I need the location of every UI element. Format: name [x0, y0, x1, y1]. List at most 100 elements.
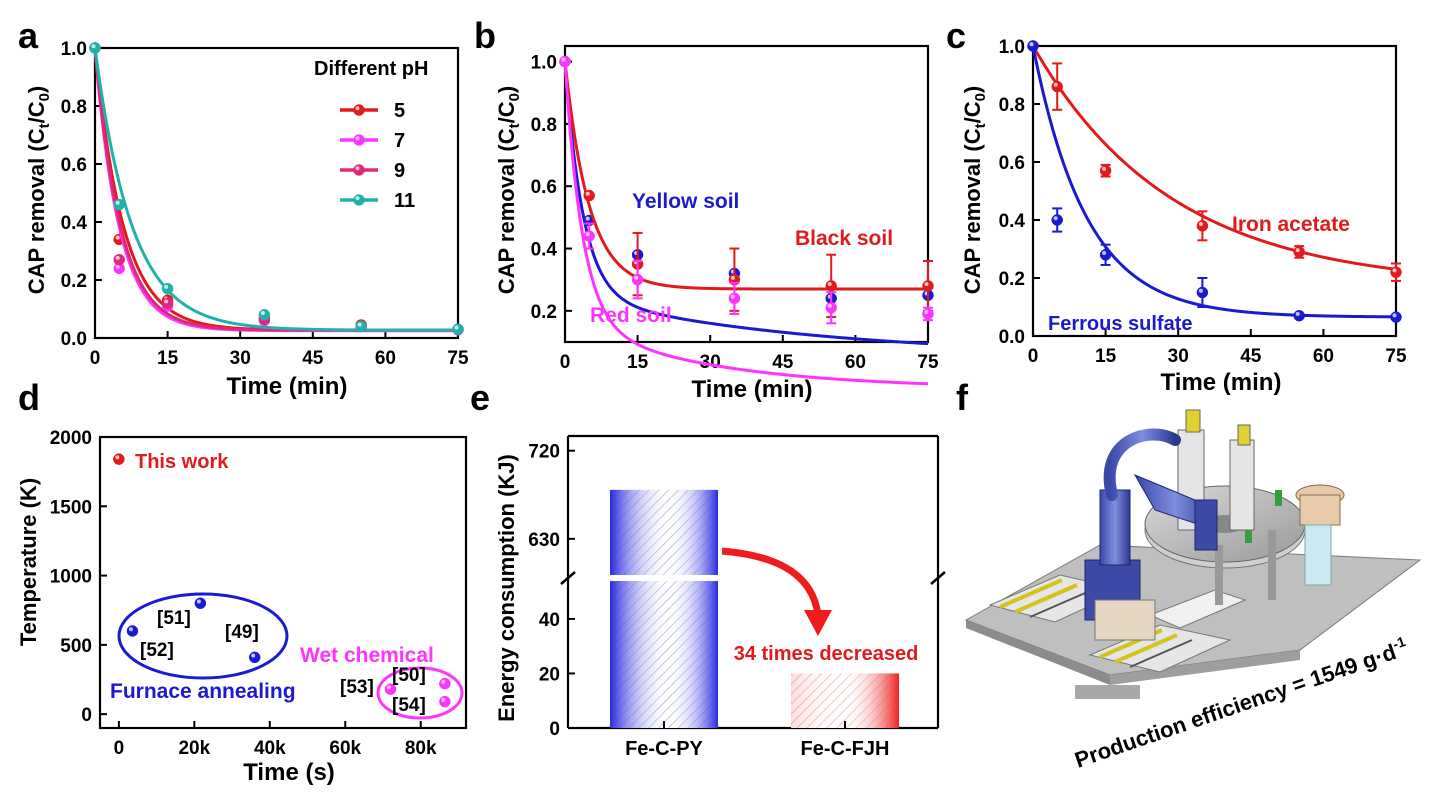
panel-b-fit-Black soil [563, 61, 928, 291]
panel-e-y-label: Energy consumption (KJ) [494, 454, 519, 722]
panel-d-point-[51]-highlight [196, 599, 201, 604]
panel-d-xtick-label: 40k [254, 738, 286, 759]
panel-e-bar-Fe-C-PY [610, 489, 718, 728]
panel-a-point-ph11 [161, 282, 174, 295]
panel-b-point-Black soil [583, 189, 595, 202]
panel-a-xtick-label: 60 [375, 348, 396, 369]
panel-a-point-ph11 [452, 323, 464, 336]
panel-e-xtick-label: Fe-C-PY [625, 738, 703, 760]
panel-d-xtick-label: 80k [405, 738, 437, 759]
panel-c-x-label: Time (min) [1161, 369, 1282, 396]
panel-b-ytick-label: 0.6 [531, 177, 557, 198]
panel-c-xtick-label: 15 [1095, 346, 1117, 367]
panel-d-point-[52] [126, 625, 139, 637]
panel-c-point-Ferrous sulfate-highlight [1102, 251, 1107, 255]
panel-a-point-ph11-highlight [260, 311, 265, 315]
panel-b-ytick-label: 0.4 [531, 240, 558, 261]
panel-a-legend-label-ph7: 7 [394, 130, 405, 152]
panel-e-break-mark-right [930, 571, 946, 585]
panel-c-ytick-label: 0.4 [999, 211, 1026, 232]
panel-b-ytick-label: 0.8 [531, 115, 557, 136]
panel-b-point-Black soil [922, 280, 934, 292]
panel-a-point-ph11 [258, 309, 271, 321]
panel-d-ytick-label: 1000 [50, 567, 92, 588]
panel-a-point-ph11-highlight [454, 325, 459, 330]
panel-b-chart: 0 15 30 45 60 75 0.2 0.4 0.6 0.8 1.0 Time (min) CA… [494, 44, 939, 403]
panel-b-point-Red soil [559, 55, 571, 68]
panel-d-x-label: Time (s) [243, 759, 335, 786]
panel-c-point-Iron acetate-highlight [1392, 268, 1397, 273]
panel-b-point-Black soil-highlight [924, 282, 929, 287]
panel-e-chart: 0 20 40 630 720 Fe-C-PY Fe-C-FJH Energy consum… [494, 434, 946, 760]
panel-e-ytick-label: 20 [539, 664, 560, 685]
panel-d-wet-ellipse [376, 666, 464, 720]
panel-b-point-Yellow soil-highlight [585, 216, 590, 221]
panel-b-point-Red soil-highlight [634, 275, 639, 280]
panel-b-y-label: CAP removal (Ct/C0) [494, 86, 523, 295]
panel-c-label-iron-acetate: Iron acetate [1232, 213, 1350, 236]
panel-a-point-ph9-highlight [164, 299, 169, 304]
panel-label-f: f [956, 377, 969, 418]
panel-a-xtick-label: 75 [447, 348, 469, 369]
panel-d-point-[50]-highlight [441, 679, 446, 684]
panel-a-y-label: CAP removal (Ct/C0) [24, 86, 53, 295]
panel-c-point-Iron acetate-highlight [1102, 166, 1107, 171]
feeder-right [1295, 484, 1345, 586]
panel-c-point-Ferrous sulfate-highlight [1198, 288, 1203, 293]
panel-b-point-Red soil [583, 230, 595, 242]
panel-e-annotation: 34 times decreased [734, 643, 919, 665]
panel-d-ytick-label: 2000 [50, 428, 92, 449]
panel-b-point-Red soil [922, 308, 934, 320]
panel-d-this-work-label: This work [135, 451, 229, 473]
panel-a-fit-ph11 [93, 47, 458, 332]
panel-d-point-this-work [113, 453, 125, 465]
panel-c-xtick-label: 60 [1313, 346, 1334, 367]
panel-a-point-ph9 [113, 253, 125, 266]
panel-c-point-Iron acetate [1051, 80, 1063, 93]
panel-b-xtick-label: 60 [845, 352, 866, 373]
panel-a-chart: 0 15 30 45 60 750.00.20.40.60.81.0 Different … [24, 39, 469, 400]
panel-c-chart: 0 15 30 45 60 75 0.0 0.2 0.4 0.6 0.8 1.0 Time (min)… [960, 37, 1407, 396]
panel-b-x-label: Time (min) [692, 376, 813, 403]
rotary-turntable [1144, 485, 1306, 569]
panel-a-point-ph11 [89, 42, 101, 54]
panel-c-ytick-label: 0.0 [999, 327, 1025, 348]
panel-a-x-label: Time (min) [227, 373, 348, 400]
panel-e-decrease-arrow [721, 547, 822, 616]
panel-d-ref-49: [49] [225, 622, 259, 643]
panel-e-bar-Fe-C-FJH [791, 673, 899, 728]
panel-b-fit-Yellow soil [563, 61, 929, 346]
panel-a-point-ph7-highlight [115, 264, 120, 269]
panel-a-ytick-label: 0.8 [61, 97, 87, 118]
panel-b-label-black-soil: Black soil [795, 227, 893, 250]
panel-a-xtick-label: 0 [90, 348, 101, 369]
panel-b-ytick-label: 0.2 [531, 302, 557, 323]
panel-c-point-Ferrous sulfate [1027, 40, 1039, 52]
panel-a-legend-marker-ph7 [353, 134, 365, 146]
panel-label-d: d [18, 377, 40, 418]
panel-c-point-Ferrous sulfate-highlight [1295, 311, 1300, 316]
panel-a-point-ph9-highlight [115, 255, 120, 260]
panel-d-chart: 0 20k 40k 60k 80k 0 500 1000 1500 2000 Time (s) T… [16, 428, 468, 786]
panel-d-ytick-label: 0 [81, 705, 92, 726]
panel-a-ytick-label: 0.2 [61, 271, 87, 292]
panel-c-xtick-label: 30 [1168, 346, 1189, 367]
panel-a-ytick-label: 0.0 [61, 329, 87, 350]
panel-d-point-[51] [194, 597, 207, 610]
panel-c-ytick-label: 1.0 [999, 37, 1025, 58]
panel-d-point-[50] [439, 677, 451, 690]
panel-d-ytick-label: 500 [60, 636, 92, 657]
panel-d-ref-50: [50] [392, 665, 426, 686]
panel-c-point-Ferrous sulfate [1196, 286, 1209, 299]
panel-e-ytick-label: 0 [549, 719, 560, 740]
panel-c-ytick-label: 0.6 [999, 153, 1025, 174]
panel-d-furnace-ellipse [117, 592, 289, 680]
panel-d-point-this-work-highlight [115, 455, 120, 460]
panel-d-furnace-label: Furnace annealing [110, 680, 296, 703]
panel-b-point-Black soil-highlight [827, 282, 832, 287]
panel-d-wet-label: Wet chemical [300, 644, 434, 667]
panel-label-b: b [474, 15, 496, 56]
panel-c-point-Ferrous sulfate-highlight [1392, 313, 1397, 318]
panel-label-c: c [946, 15, 966, 56]
panel-b-point-Red soil [631, 273, 644, 286]
